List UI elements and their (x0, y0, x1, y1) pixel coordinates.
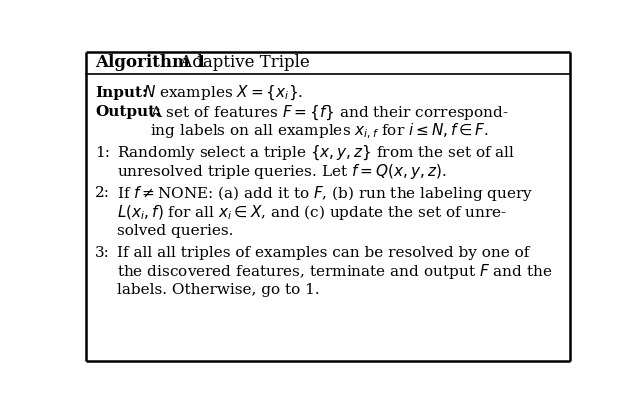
Text: $L(x_i, f)$ for all $x_i \in X$, and (c) update the set of unre-: $L(x_i, f)$ for all $x_i \in X$, and (c)… (117, 202, 508, 221)
Text: If all all triples of examples can be resolved by one of: If all all triples of examples can be re… (117, 245, 529, 259)
Text: Adaptive Triple: Adaptive Triple (175, 54, 310, 71)
Text: Randomly select a triple $\{x, y, z\}$ from the set of all: Randomly select a triple $\{x, y, z\}$ f… (117, 143, 515, 162)
Text: unresolved triple queries. Let $f = Q(x, y, z)$.: unresolved triple queries. Let $f = Q(x,… (117, 162, 447, 181)
Text: Output:: Output: (95, 105, 161, 119)
Text: ing labels on all examples $x_{i,f}$ for $i \leq N, f \in F$.: ing labels on all examples $x_{i,f}$ for… (150, 121, 489, 141)
Text: the discovered features, terminate and output $F$ and the: the discovered features, terminate and o… (117, 261, 552, 280)
Text: labels. Otherwise, go to 1.: labels. Otherwise, go to 1. (117, 283, 320, 297)
Text: Algorithm 1: Algorithm 1 (95, 54, 207, 71)
Text: Input:: Input: (95, 85, 147, 99)
Text: 3:: 3: (95, 245, 109, 259)
Text: 1:: 1: (95, 145, 110, 160)
Text: solved queries.: solved queries. (117, 223, 234, 238)
Text: If $f \neq$NONE: (a) add it to $F$, (b) run the labeling query: If $f \neq$NONE: (a) add it to $F$, (b) … (117, 183, 533, 202)
Text: A set of features $F = \{f\}$ and their correspond-: A set of features $F = \{f\}$ and their … (150, 103, 509, 121)
Text: $N$ examples $X = \{x_i\}$.: $N$ examples $X = \{x_i\}$. (143, 83, 303, 102)
Text: 2:: 2: (95, 186, 110, 200)
